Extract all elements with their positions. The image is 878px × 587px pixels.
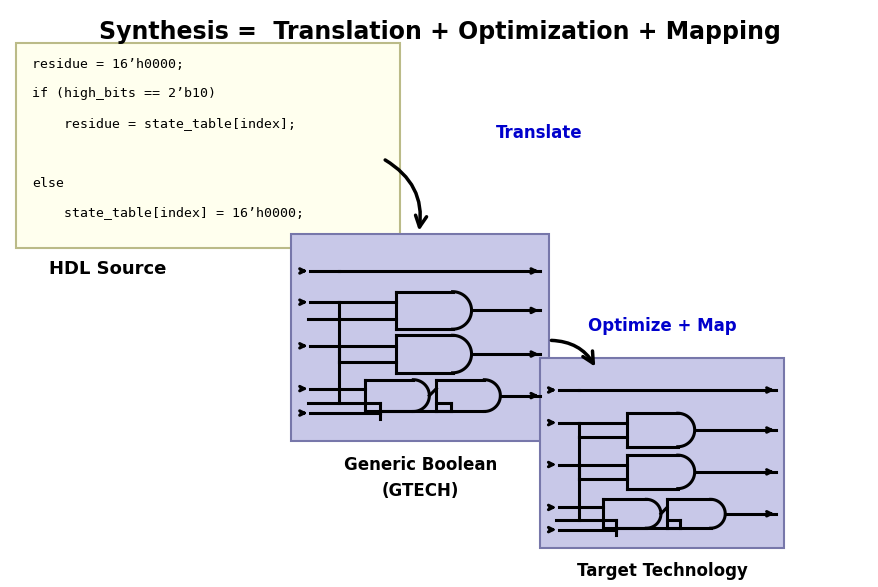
Text: Translate: Translate bbox=[496, 124, 582, 141]
FancyBboxPatch shape bbox=[16, 43, 399, 248]
Text: residue = state_table[index];: residue = state_table[index]; bbox=[32, 117, 296, 130]
Text: else: else bbox=[32, 177, 64, 190]
Text: Generic Boolean: Generic Boolean bbox=[343, 456, 496, 474]
Text: (GTECH): (GTECH) bbox=[381, 482, 458, 500]
Text: HDL Source: HDL Source bbox=[49, 259, 166, 278]
Text: if (high_bits == 2’b10): if (high_bits == 2’b10) bbox=[32, 87, 216, 100]
Text: residue = 16’h0000;: residue = 16’h0000; bbox=[32, 58, 184, 70]
Text: Optimize + Map: Optimize + Map bbox=[587, 317, 736, 335]
Text: Target Technology: Target Technology bbox=[576, 562, 746, 581]
Text: state_table[index] = 16’h0000;: state_table[index] = 16’h0000; bbox=[32, 206, 304, 220]
Text: Synthesis =  Translation + Optimization + Mapping: Synthesis = Translation + Optimization +… bbox=[98, 20, 780, 44]
FancyBboxPatch shape bbox=[291, 234, 548, 441]
FancyBboxPatch shape bbox=[539, 357, 783, 548]
